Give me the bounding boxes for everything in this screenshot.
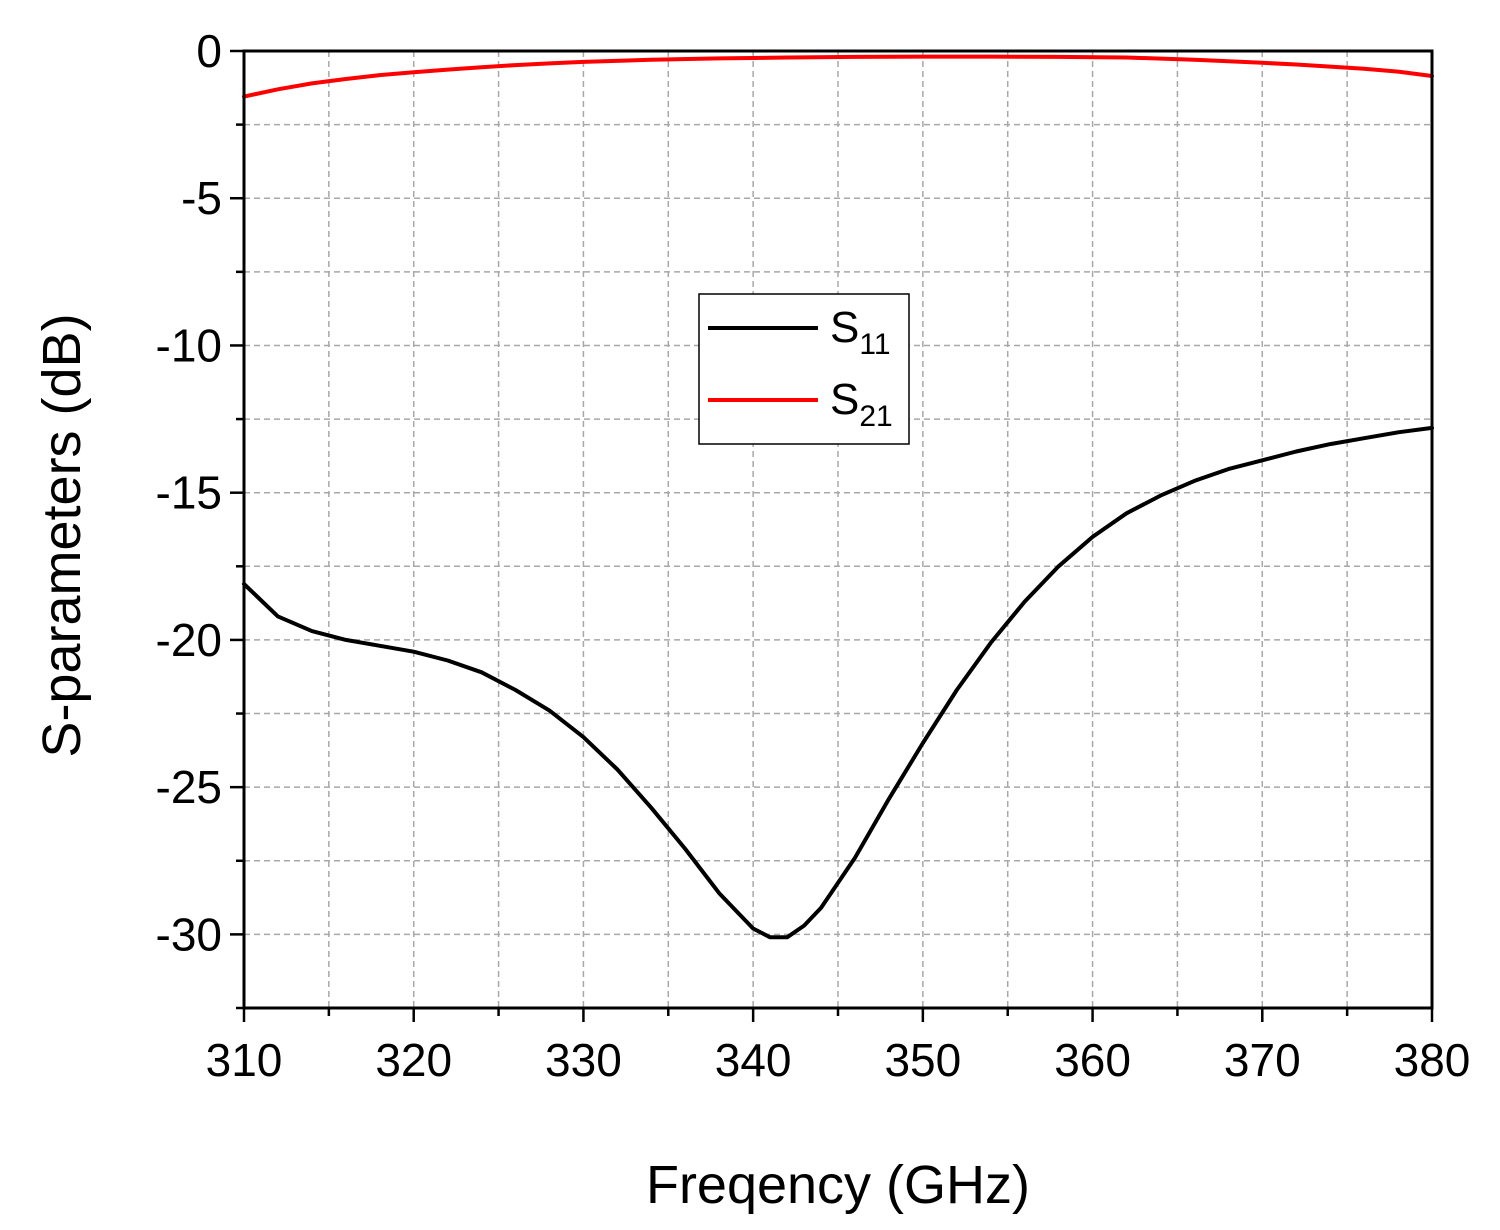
legend-label-s21: S21 [830,375,893,433]
axis-ticks [230,49,1434,1022]
y-tick-label: -20 [156,614,222,666]
x-tick-label: 340 [715,1034,792,1086]
legend-label-s11-sub: 11 [859,328,890,361]
tick-labels: 310 320 330 340 350 360 370 380 0 -5 -10 -15 -20 -25 -… [156,25,1471,1086]
y-tick-label: -10 [156,319,222,371]
x-tick-label: 380 [1394,1034,1471,1086]
x-tick-label: 320 [375,1034,452,1086]
y-tick-label: 0 [196,25,222,77]
y-tick-label: -15 [156,467,222,519]
series-lines [242,54,1434,940]
grid [244,51,1432,1008]
y-axis-title: S-parameters (dB) [32,313,92,757]
legend-label-s21-main: S [830,375,859,424]
x-tick-label: 360 [1054,1034,1131,1086]
x-axis-title: Freqency (GHz) [646,1155,1030,1215]
legend-box [698,293,910,445]
x-tick-label: 370 [1224,1034,1301,1086]
y-tick-label: -30 [156,908,222,960]
x-tick-label: 350 [884,1034,961,1086]
legend-label-s11-main: S [830,303,859,352]
legend-label-s11: S11 [830,303,891,361]
legend-label-s21-sub: 21 [859,400,892,433]
legend: S11 S21 [698,293,910,445]
x-tick-label: 330 [545,1034,622,1086]
y-tick-label: -25 [156,761,222,813]
series-line-s11 [242,425,1434,940]
x-tick-label: 310 [206,1034,283,1086]
y-tick-label: -5 [181,172,222,224]
series-line-s21 [242,54,1434,99]
